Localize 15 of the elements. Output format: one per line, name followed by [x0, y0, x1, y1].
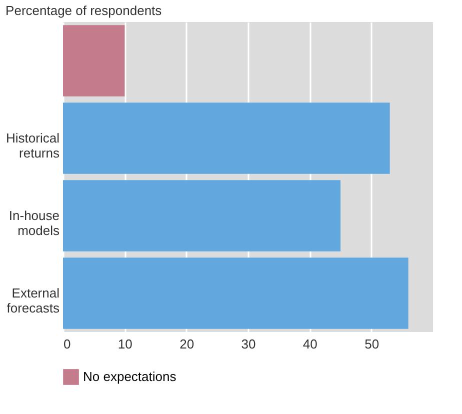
y-tick-label: External forecasts	[6, 285, 60, 316]
bar	[63, 102, 390, 174]
y-tick-label: Historical returns	[6, 130, 60, 160]
y-tick-label: In-house models	[8, 208, 60, 238]
bar	[63, 25, 125, 96]
bar	[63, 180, 340, 252]
bar	[63, 258, 408, 329]
x-tick-label: 40	[302, 336, 318, 352]
x-tick-label: 20	[180, 336, 194, 352]
chart-title: Percentage of respondents	[6, 3, 162, 18]
legend-label: No expectations	[83, 369, 177, 384]
x-tick-label: 10	[118, 336, 132, 352]
x-tick-label: 30	[241, 336, 256, 352]
x-tick-label: 0	[64, 336, 71, 352]
x-tick-label: 50	[364, 336, 380, 352]
